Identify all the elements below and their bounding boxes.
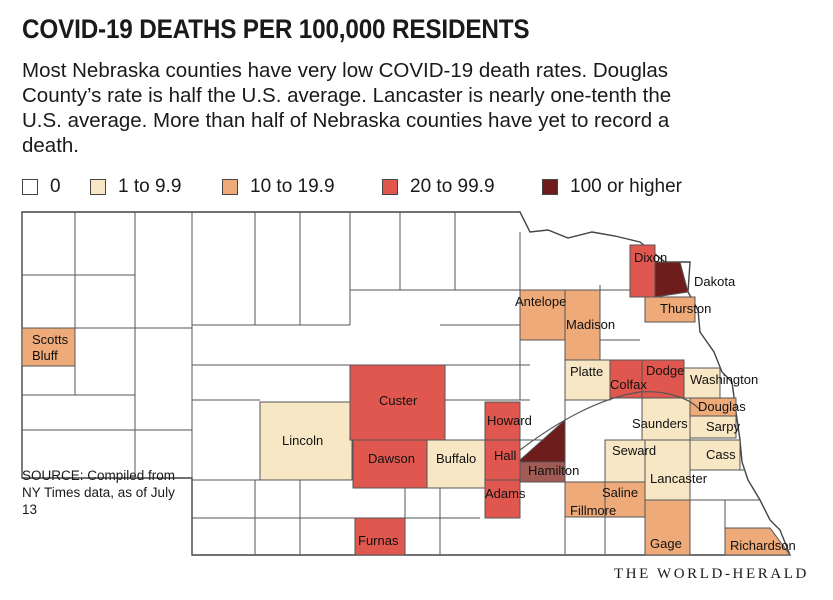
label-colfax: Colfax <box>610 377 647 392</box>
label-adams: Adams <box>485 486 526 501</box>
label-washington: Washington <box>690 372 758 387</box>
county-custer <box>349 364 446 441</box>
label-lancaster: Lancaster <box>650 471 708 486</box>
label-richardson: Richardson <box>730 538 796 553</box>
county-washington <box>683 367 721 399</box>
legend-item-100-or-higher: 100 or higher <box>542 176 682 198</box>
county-saunders <box>641 397 691 441</box>
label-douglas: Douglas <box>698 399 746 414</box>
platte-river <box>519 391 701 451</box>
label-furnas: Furnas <box>358 533 399 548</box>
legend-item-20-to-99-9: 20 to 99.9 <box>382 176 495 198</box>
source-note: SOURCE: Compiled from NY Times data, as … <box>22 468 176 517</box>
label-lincoln: Lincoln <box>282 433 323 448</box>
county-hamilton-lower <box>519 461 566 483</box>
label-gage: Gage <box>650 536 682 551</box>
label-dixon: Dixon <box>634 250 667 265</box>
label-madison: Madison <box>566 317 615 332</box>
label-dawson: Dawson <box>368 451 415 466</box>
legend-label-10-to-19-9: 10 to 19.9 <box>250 176 335 197</box>
legend-swatch-1-to-9-9 <box>90 179 106 195</box>
legend-swatch-20-to-99-9 <box>382 179 398 195</box>
county-lancaster <box>644 439 691 501</box>
label-thurston: Thurston <box>660 301 711 316</box>
label-platte: Platte <box>570 364 603 379</box>
county-richardson <box>724 527 791 556</box>
legend-label-100-or-higher: 100 or higher <box>570 176 682 197</box>
county-gage <box>644 499 691 556</box>
county-dakota <box>654 261 689 298</box>
legend-label-1-to-9-9: 1 to 9.9 <box>118 176 182 197</box>
label-buffalo: Buffalo <box>436 451 476 466</box>
county-fillmore <box>564 481 606 518</box>
county-scotts-bluff <box>21 327 76 367</box>
legend-label-20-to-99-9: 20 to 99.9 <box>410 176 495 197</box>
county-lincoln <box>259 401 353 481</box>
county-dawson <box>352 439 428 489</box>
legend-swatch-0 <box>22 179 38 195</box>
legend-item-0: 0 <box>22 176 61 198</box>
label-hall: Hall <box>494 448 517 463</box>
county-dixon <box>629 244 656 298</box>
filled-counties <box>21 244 791 556</box>
county-saline <box>604 481 646 518</box>
label-dodge: Dodge <box>646 363 684 378</box>
publisher-logo: THE WORLD-HERALD <box>613 566 809 582</box>
label-scotts-bluff-2: Bluff <box>32 348 58 363</box>
label-cass: Cass <box>706 447 736 462</box>
county-furnas <box>354 517 406 556</box>
county-thurston <box>644 296 696 323</box>
label-fillmore: Fillmore <box>570 503 616 518</box>
label-dakota: Dakota <box>694 274 736 289</box>
label-saunders: Saunders <box>632 416 688 431</box>
label-antelope: Antelope <box>515 294 566 309</box>
label-scotts-bluff-1: Scotts <box>32 332 69 347</box>
label-howard: Howard <box>487 413 532 428</box>
county-colfax <box>609 359 643 399</box>
label-sarpy: Sarpy <box>706 419 740 434</box>
county-adams <box>484 479 521 519</box>
map-title: COVID-19 DEATHS PER 100,000 RESIDENTS <box>22 14 530 44</box>
label-seward: Seward <box>612 443 656 458</box>
county-antelope <box>519 289 566 341</box>
legend-swatch-10-to-19-9 <box>222 179 238 195</box>
map-subtitle: Most Nebraska counties have very low COV… <box>22 59 672 157</box>
legend-item-1-to-9-9: 1 to 9.9 <box>90 176 181 198</box>
label-saline: Saline <box>602 485 638 500</box>
label-custer: Custer <box>379 393 418 408</box>
county-buffalo <box>426 439 488 489</box>
county-labels: Scotts Bluff Lincoln Custer Dawson Buffa… <box>32 250 796 553</box>
legend-swatch-100-or-higher <box>542 179 558 195</box>
legend-item-10-to-19-9: 10 to 19.9 <box>222 176 335 198</box>
legend-label-0: 0 <box>50 176 61 197</box>
label-hamilton: Hamilton <box>528 463 579 478</box>
